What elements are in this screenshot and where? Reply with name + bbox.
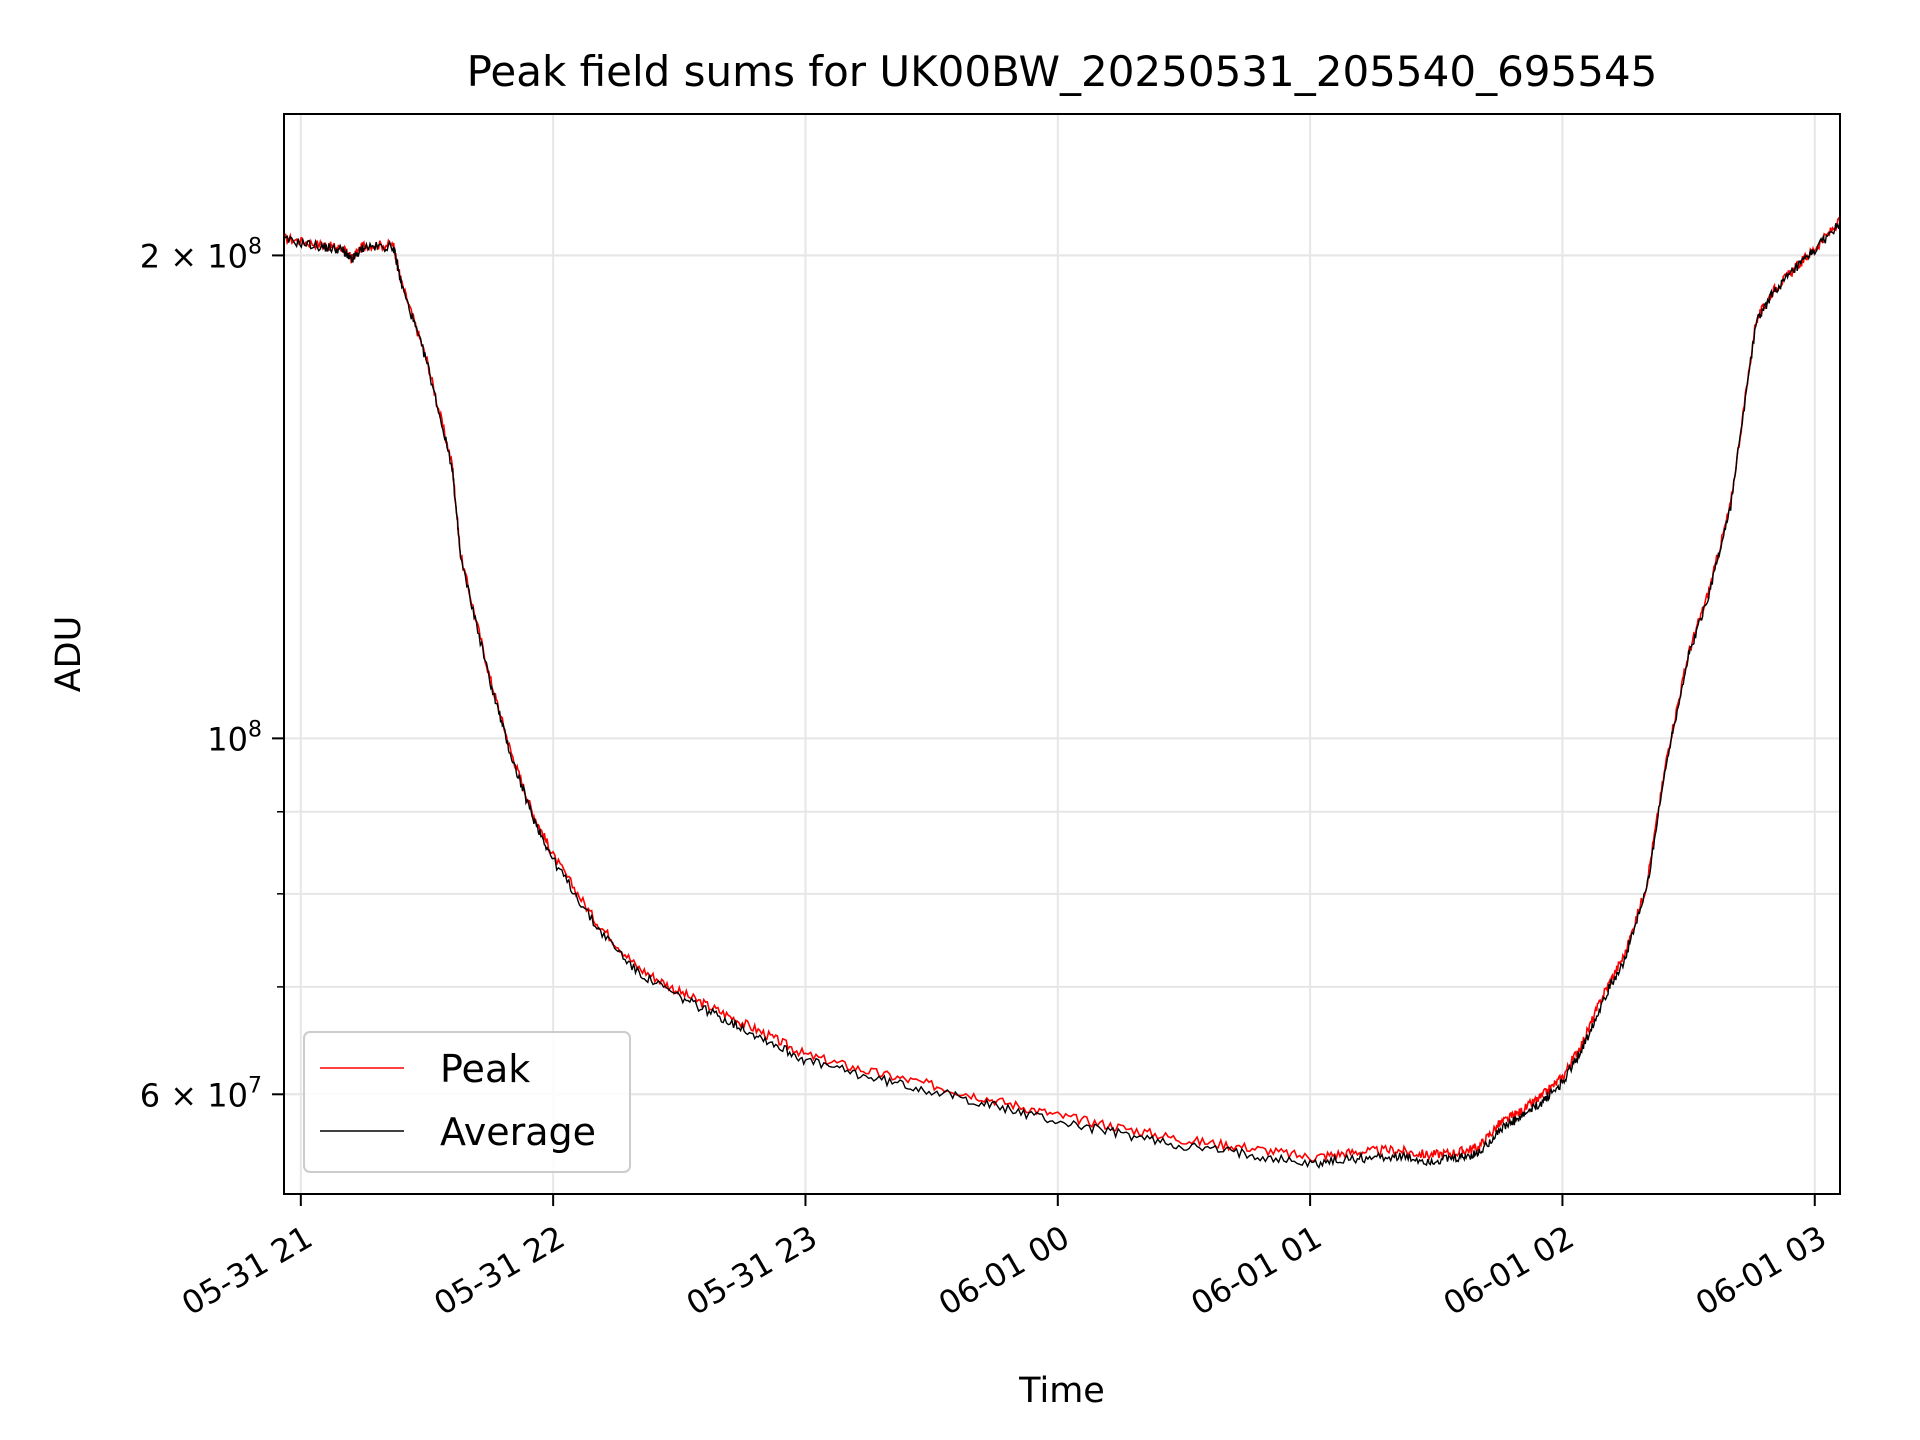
plot-series-group xyxy=(284,216,1840,1170)
y-tick-label: 6 × 107 xyxy=(140,1073,262,1114)
legend: Peak Average xyxy=(303,1031,631,1173)
series-line-average xyxy=(284,222,1840,1170)
y-tick-label: 108 xyxy=(207,717,262,758)
legend-box xyxy=(303,1031,631,1173)
plot-frame xyxy=(283,113,1841,1195)
legend-label-average: Average xyxy=(440,1110,596,1154)
chart-title: Peak field sums for UK00BW_20250531_2055… xyxy=(467,47,1658,96)
x-axis-label: Time xyxy=(1018,1371,1105,1411)
y-axis-ticks: 2 × 108 108 6 × 107 xyxy=(140,234,284,1114)
y-axis-label: ADU xyxy=(49,616,89,693)
y-tick-label: 2 × 108 xyxy=(140,234,262,275)
legend-label-peak: Peak xyxy=(440,1047,530,1091)
